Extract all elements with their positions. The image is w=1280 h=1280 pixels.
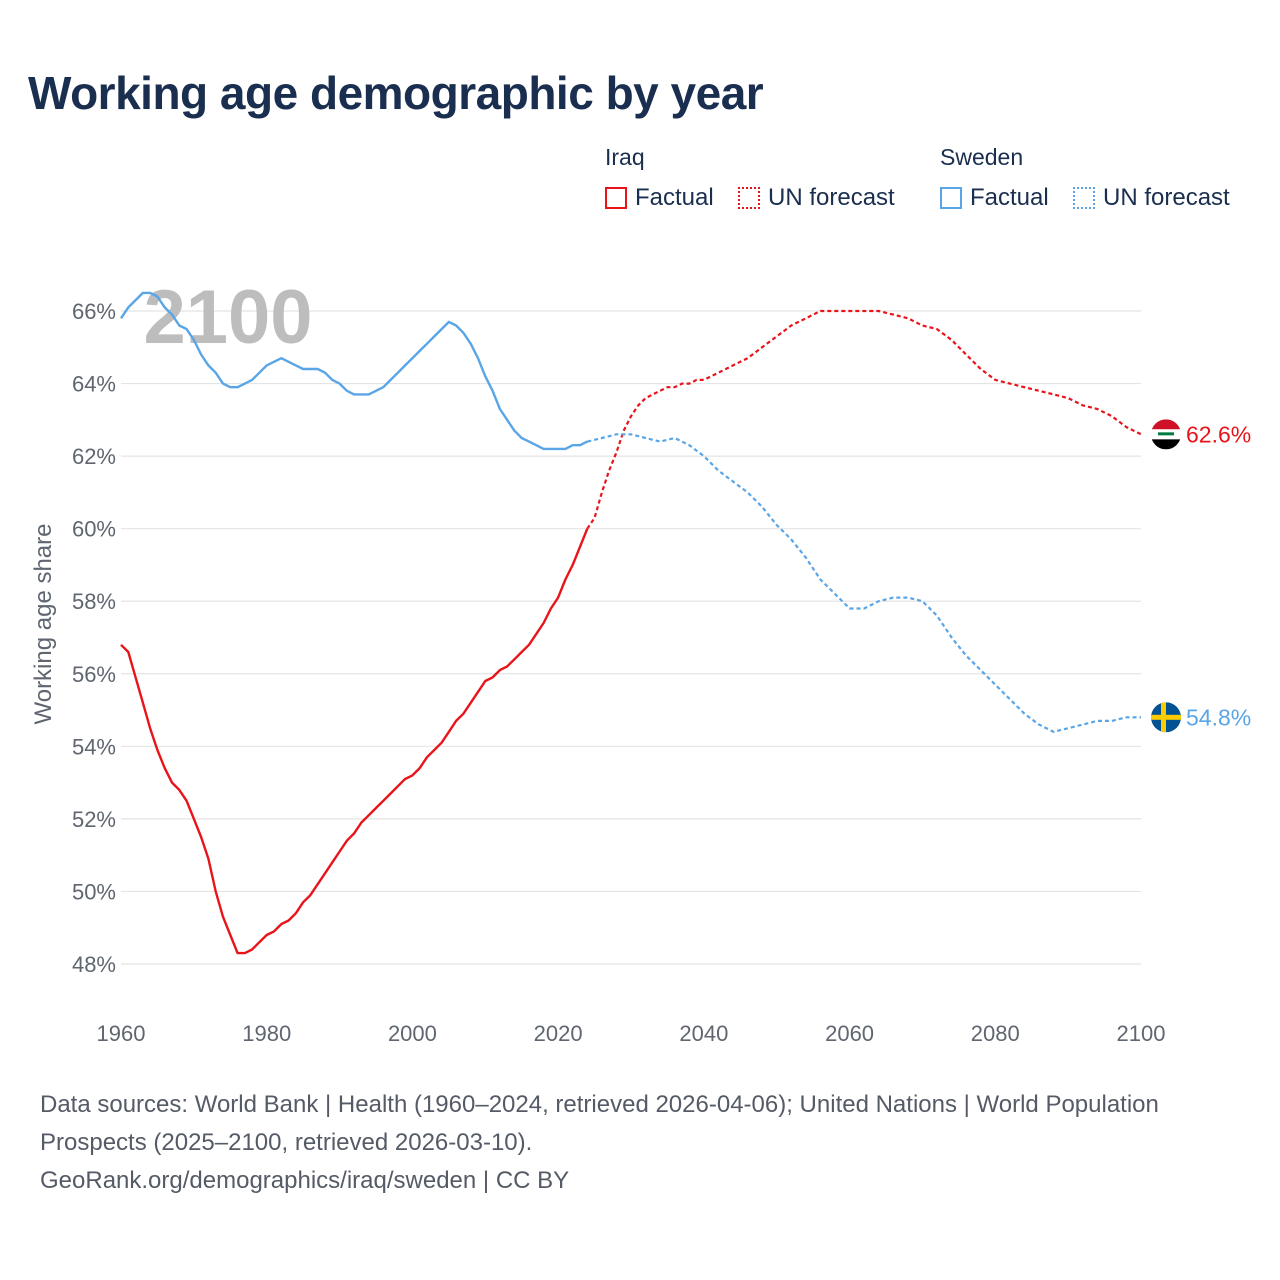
chart-title: Working age demographic by year	[28, 67, 764, 119]
x-axis-ticks: 1960 1980 2000 2020 2040 2060 2080 2100	[97, 1021, 1166, 1046]
legend-label-sweden-factual: Factual	[970, 184, 1049, 211]
x-tick-label-1980: 1980	[242, 1021, 291, 1046]
legend-swatch-sweden-forecast	[1073, 187, 1095, 209]
y-axis-ticks: 48% 50% 52% 54% 56% 58% 60% 62% 64% 66%	[72, 299, 116, 977]
y-axis-title: Working age share	[30, 524, 57, 725]
line-sweden-factual	[120, 291, 588, 451]
y-tick-label-64: 64%	[72, 372, 116, 397]
flag-iraq-script	[1158, 432, 1174, 436]
y-tick-label-54: 54%	[72, 734, 116, 759]
legend-label-sweden-forecast: UN forecast	[1103, 184, 1230, 211]
x-tick-label-2100: 2100	[1117, 1021, 1166, 1046]
footer-sources: Data sources: World Bank | Health (1960–…	[40, 1091, 1159, 1156]
line-iraq-forecast	[586, 309, 1142, 530]
footer: Data sources: World Bank | Health (1960–…	[40, 1086, 1240, 1200]
y-tick-label-56: 56%	[72, 662, 116, 687]
flag-iraq-red-band	[1151, 419, 1181, 430]
y-tick-label-58: 58%	[72, 589, 116, 614]
line-chart: 48% 50% 52% 54% 56% 58% 60% 62% 64% 66% 1960 1980 2…	[30, 275, 1251, 1046]
end-label-sweden: 54.8%	[1186, 704, 1251, 730]
legend-label-iraq-factual: Factual	[635, 184, 714, 211]
legend-iraq-factual[interactable]: Factual	[605, 184, 714, 212]
y-tick-label-66: 66%	[72, 299, 116, 324]
flag-iraq-black-band	[1151, 439, 1181, 450]
x-tick-label-1960: 1960	[97, 1021, 146, 1046]
x-tick-label-2020: 2020	[534, 1021, 583, 1046]
legend-group-sweden: Sweden	[940, 144, 1024, 170]
series-lines	[120, 291, 1142, 955]
x-tick-label-2080: 2080	[971, 1021, 1020, 1046]
legend-iraq-forecast[interactable]: UN forecast	[738, 184, 895, 212]
x-tick-label-2000: 2000	[388, 1021, 437, 1046]
flag-sweden-cross-v	[1161, 702, 1166, 733]
legend-swatch-sweden-factual	[940, 187, 962, 209]
legend-label-iraq-forecast: UN forecast	[768, 184, 895, 211]
legend-swatch-iraq-factual	[605, 187, 627, 209]
y-tick-label-60: 60%	[72, 517, 116, 542]
y-tick-label-50: 50%	[72, 879, 116, 904]
legend-sweden-factual[interactable]: Factual	[940, 184, 1049, 212]
end-label-iraq: 62.6%	[1186, 421, 1251, 447]
x-tick-label-2060: 2060	[825, 1021, 874, 1046]
year-watermark: 2100	[143, 275, 312, 360]
x-tick-label-2040: 2040	[679, 1021, 728, 1046]
y-tick-label-48: 48%	[72, 952, 116, 977]
y-tick-label-52: 52%	[72, 807, 116, 832]
flag-iraq-icon	[1151, 419, 1181, 450]
line-iraq-factual	[120, 528, 589, 955]
grid-lines	[121, 310, 1141, 965]
footer-credit: GeoRank.org/demographics/iraq/sweden | C…	[40, 1167, 570, 1194]
legend-group-iraq: Iraq	[605, 144, 645, 170]
end-markers: 62.6% 54.8%	[1151, 419, 1251, 733]
legend-swatch-iraq-forecast	[738, 187, 760, 209]
y-tick-label-62: 62%	[72, 444, 116, 469]
flag-sweden-icon	[1151, 702, 1181, 733]
line-sweden-forecast	[587, 433, 1141, 733]
legend-sweden-forecast[interactable]: UN forecast	[1073, 184, 1230, 212]
